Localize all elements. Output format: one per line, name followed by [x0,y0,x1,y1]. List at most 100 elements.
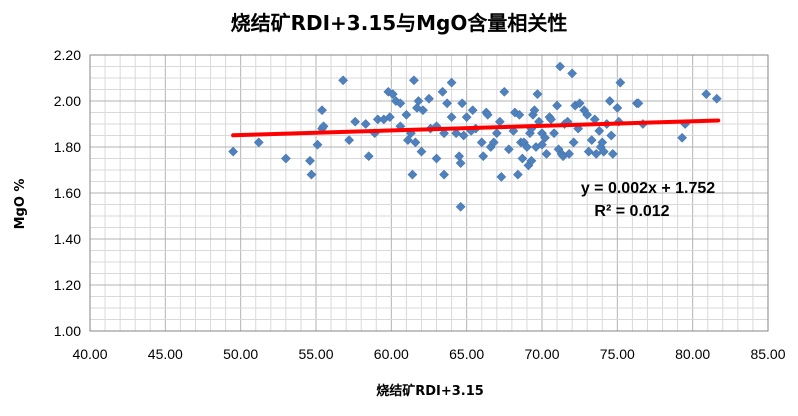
data-point [442,98,453,109]
x-tick-label: 80.00 [675,346,710,362]
data-point [418,105,428,116]
data-point [317,105,327,116]
data-point [338,75,349,86]
data-point [537,139,547,150]
data-point [401,109,412,120]
x-tick-label: 85.00 [750,346,785,362]
data-point [633,98,644,109]
data-point [567,68,578,79]
data-point [344,135,355,146]
data-point [529,105,540,116]
y-tick-label: 1.80 [54,139,81,155]
data-point [350,116,361,127]
data-point [360,119,371,129]
data-point [455,201,466,212]
data-point [552,100,563,111]
x-tick-label: 75.00 [600,346,635,362]
y-tick-label: 1.20 [54,277,81,293]
x-tick-label: 60.00 [374,346,409,362]
x-axis-title: 烧结矿RDI+3.15 [376,383,484,399]
trendline [231,118,721,138]
data-point [582,109,593,120]
data-point [615,77,626,88]
data-point [306,169,317,180]
data-point [280,153,291,164]
data-point [499,86,510,97]
data-point [514,109,525,120]
data-point [604,96,615,106]
data-point [503,144,514,155]
data-point [455,158,466,169]
data-point [387,89,398,100]
data-point [253,137,264,148]
data-point [446,112,457,123]
data-point [598,146,609,157]
data-point [454,151,465,162]
data-point [408,75,419,86]
data-point [549,128,560,139]
data-point [606,130,617,141]
plot-area-frame [89,54,769,332]
data-points [228,61,722,212]
data-point [594,125,605,136]
y-tick-label: 2.20 [54,47,81,63]
data-point [305,155,315,166]
y-tick-label: 1.00 [54,323,81,339]
data-point [488,137,499,148]
data-point [411,102,422,113]
data-point [437,86,448,97]
data-point [521,142,532,152]
y-axis-title: MgO % [13,179,28,230]
data-point [467,105,478,116]
data-point [395,98,406,109]
data-point [402,135,413,146]
data-point [701,89,712,100]
data-point [312,139,323,150]
data-point [457,98,468,109]
data-point [439,169,450,180]
data-point [711,93,722,104]
data-point [564,148,575,159]
data-point [407,169,418,180]
data-point [410,137,421,148]
data-point [451,128,462,139]
x-tick-label: 65.00 [449,346,484,362]
data-point [512,169,523,180]
data-point [541,148,552,159]
data-point [413,96,424,106]
data-point [591,148,602,159]
data-point [228,146,239,157]
data-point [540,132,550,143]
data-point [509,107,520,118]
data-point [496,171,507,182]
trend-r2: R² = 0.012 [594,203,669,220]
data-point [446,77,457,88]
x-tick-label: 55.00 [298,346,333,362]
data-point [612,102,623,113]
x-tick-label: 40.00 [72,346,107,362]
data-point [532,89,543,100]
y-axis-ticks: 1.00 1.20 1.40 1.60 1.80 2.00 2.20 [54,47,81,339]
data-point [526,155,537,166]
y-tick-label: 2.00 [54,93,81,109]
x-axis-ticks: 40.00 45.00 50.00 55.00 60.00 65.00 70.00 75.00… [72,346,785,362]
x-tick-label: 45.00 [148,346,183,362]
data-point [478,151,489,162]
data-point [424,93,434,104]
data-point [461,112,472,123]
data-point [476,137,487,148]
data-point [586,135,597,146]
y-tick-label: 1.60 [54,185,81,201]
chart-title: 烧结矿RDI+3.15与MgO含量相关性 [231,11,568,35]
data-point [491,128,502,139]
data-point [482,109,493,120]
data-point [439,128,450,139]
data-point [597,137,608,148]
data-point [416,146,427,157]
data-point [568,137,579,148]
data-point [574,98,585,109]
data-point [431,153,442,164]
data-point [363,151,374,162]
trend-equation: y = 0.002x + 1.752 [581,180,715,197]
